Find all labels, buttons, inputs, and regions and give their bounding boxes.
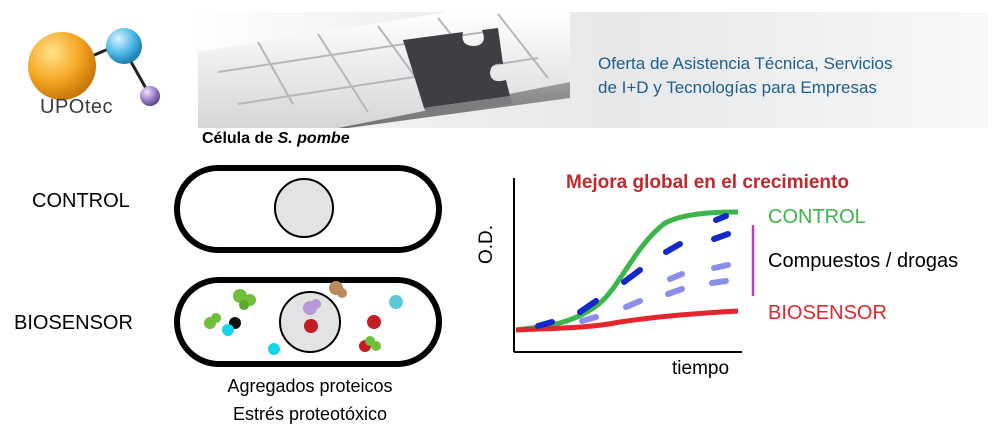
logo-purple-sphere (140, 86, 160, 106)
row-label-biosensor: BIOSENSOR (14, 312, 133, 334)
x-axis-label: tiempo (672, 358, 730, 379)
control-curve (515, 209, 739, 333)
legend-control: CONTROL (768, 206, 866, 228)
logo-orange-sphere (28, 32, 96, 100)
cell-diagram-title: Célula de S. pombe (202, 130, 350, 148)
tagline-line-2: de I+D y Tecnologías para Empresas (598, 78, 877, 97)
logo-text: UPOtec (40, 96, 114, 118)
legend-biosensor: BIOSENSOR (768, 302, 887, 324)
banner-tagline: Oferta de Asistencia Técnica, Servicios … (598, 52, 988, 100)
control-nucleus (274, 178, 334, 238)
caption-line-1: Agregados proteicos (227, 376, 393, 396)
row-label-control: CONTROL (32, 190, 130, 212)
compound-dashes-light (579, 262, 731, 324)
cell-title-prefix: Célula de (202, 130, 278, 147)
cell-title-species: S. pombe (277, 130, 350, 147)
compound-dashes-dark (535, 213, 731, 329)
cells-figure (174, 165, 442, 367)
protein-aggregates (204, 281, 403, 355)
legend-compounds: Compuestos / drogas (768, 250, 959, 272)
upotec-logo (28, 28, 160, 106)
y-axis-label: O.D. (476, 224, 497, 264)
logo-blue-sphere (106, 28, 142, 64)
biosensor-curve (515, 308, 739, 333)
tagline-line-1: Oferta de Asistencia Técnica, Servicios (598, 54, 893, 73)
puzzle-image (198, 12, 570, 128)
chart-title: Mejora global en el crecimiento (566, 172, 849, 193)
growth-chart (513, 178, 755, 353)
caption-line-2: Estrés proteotóxico (232, 404, 388, 424)
